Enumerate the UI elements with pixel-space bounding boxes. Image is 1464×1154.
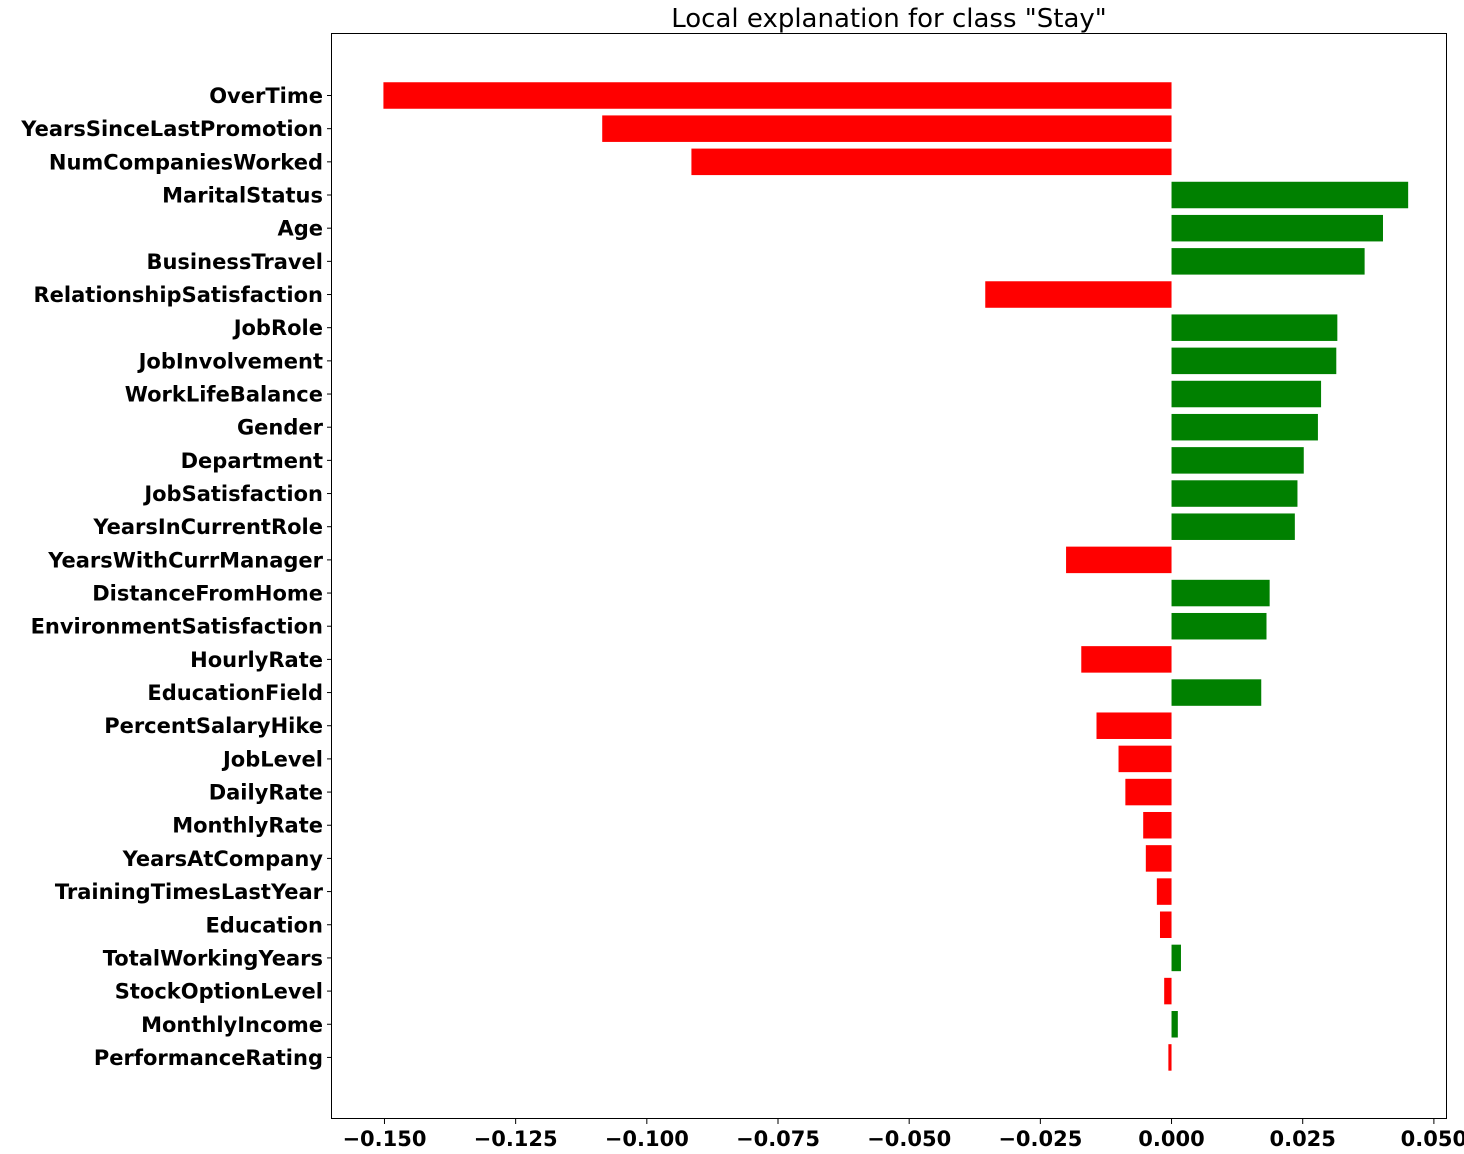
bar-JobInvolvement	[1171, 347, 1337, 375]
category-label: OverTime	[209, 84, 323, 108]
bar-HourlyRate	[1081, 646, 1172, 673]
bar-JobLevel	[1118, 745, 1172, 773]
bar-Gender	[1171, 413, 1318, 441]
bar-DistanceFromHome	[1171, 579, 1270, 607]
category-label: PercentSalaryHike	[104, 714, 323, 738]
category-label: MaritalStatus	[162, 184, 323, 208]
category-label: TotalWorkingYears	[103, 946, 323, 970]
category-label: YearsSinceLastPromotion	[20, 117, 323, 141]
bar-Age	[1171, 214, 1383, 242]
bar-TotalWorkingYears	[1171, 944, 1181, 972]
category-label: DailyRate	[209, 781, 323, 805]
bar-Department	[1171, 447, 1304, 474]
category-label: EducationField	[147, 681, 323, 705]
bar-MaritalStatus	[1171, 181, 1409, 209]
bar-YearsInCurrentRole	[1171, 513, 1295, 540]
category-label: TrainingTimesLastYear	[55, 880, 324, 904]
bar-WorkLifeBalance	[1171, 380, 1322, 408]
x-tick-label: 0.025	[1269, 1127, 1335, 1151]
category-label: DistanceFromHome	[92, 582, 323, 606]
category-label: Age	[277, 217, 323, 241]
bar-RelationshipSatisfaction	[985, 281, 1172, 308]
bar-BusinessTravel	[1171, 248, 1365, 275]
bar-DailyRate	[1125, 778, 1172, 806]
bar-StockOptionLevel	[1164, 977, 1172, 1005]
plot-frame	[331, 33, 1447, 1119]
x-axis-ticks: −0.150 −0.125 −0.100 −0.075 −0.050 −0.025 0.00…	[342, 1119, 1464, 1151]
bar-YearsSinceLastPromotion	[602, 115, 1172, 142]
category-label: EnvironmentSatisfaction	[31, 615, 323, 639]
bar-OverTime	[383, 82, 1172, 109]
category-label: StockOptionLevel	[115, 980, 323, 1004]
bar-PerformanceRating	[1168, 1044, 1172, 1071]
bar-YearsWithCurrManager	[1066, 546, 1172, 574]
category-label: MonthlyRate	[172, 814, 323, 838]
x-tick-label: −0.100	[605, 1127, 689, 1151]
bars-group	[383, 82, 1409, 1071]
category-label: RelationshipSatisfaction	[34, 283, 323, 307]
category-label: YearsInCurrentRole	[92, 515, 323, 539]
category-label: JobLevel	[221, 747, 323, 771]
category-label: NumCompaniesWorked	[49, 150, 323, 174]
bar-MonthlyIncome	[1171, 1011, 1178, 1038]
x-tick-label: −0.125	[474, 1127, 558, 1151]
category-label: BusinessTravel	[146, 250, 323, 274]
bar-MonthlyRate	[1143, 811, 1172, 839]
x-tick-label: −0.025	[998, 1127, 1082, 1151]
bar-NumCompaniesWorked	[691, 148, 1172, 176]
bar-YearsAtCompany	[1145, 845, 1172, 872]
category-label: JobInvolvement	[137, 349, 323, 373]
bar-PercentSalaryHike	[1096, 712, 1172, 739]
category-label: JobSatisfaction	[142, 482, 323, 506]
category-label: MonthlyIncome	[141, 1013, 323, 1037]
chart-title: Local explanation for class "Stay"	[671, 4, 1106, 34]
category-label: Department	[181, 449, 323, 473]
bar-TrainingTimesLastYear	[1156, 878, 1172, 905]
category-label: YearsWithCurrManager	[47, 548, 323, 572]
category-label: PerformanceRating	[94, 1046, 323, 1070]
x-tick-label: −0.075	[736, 1127, 820, 1151]
x-tick-label: −0.150	[342, 1127, 426, 1151]
category-label: WorkLifeBalance	[125, 383, 323, 407]
category-label: Education	[205, 913, 323, 937]
x-tick-label: 0.000	[1138, 1127, 1204, 1151]
bar-EducationField	[1171, 679, 1262, 706]
x-tick-label: −0.050	[867, 1127, 951, 1151]
category-label: YearsAtCompany	[122, 847, 324, 871]
category-label: JobRole	[232, 316, 323, 340]
category-labels: OverTime YearsSinceLastPromotion NumCompan…	[20, 84, 332, 1070]
bar-JobRole	[1171, 314, 1338, 341]
bar-Education	[1159, 911, 1172, 938]
category-label: HourlyRate	[190, 648, 323, 672]
category-label: Gender	[237, 416, 324, 440]
x-tick-label: 0.050	[1401, 1127, 1464, 1151]
bar-JobSatisfaction	[1171, 480, 1298, 507]
bar-EnvironmentSatisfaction	[1171, 612, 1267, 640]
